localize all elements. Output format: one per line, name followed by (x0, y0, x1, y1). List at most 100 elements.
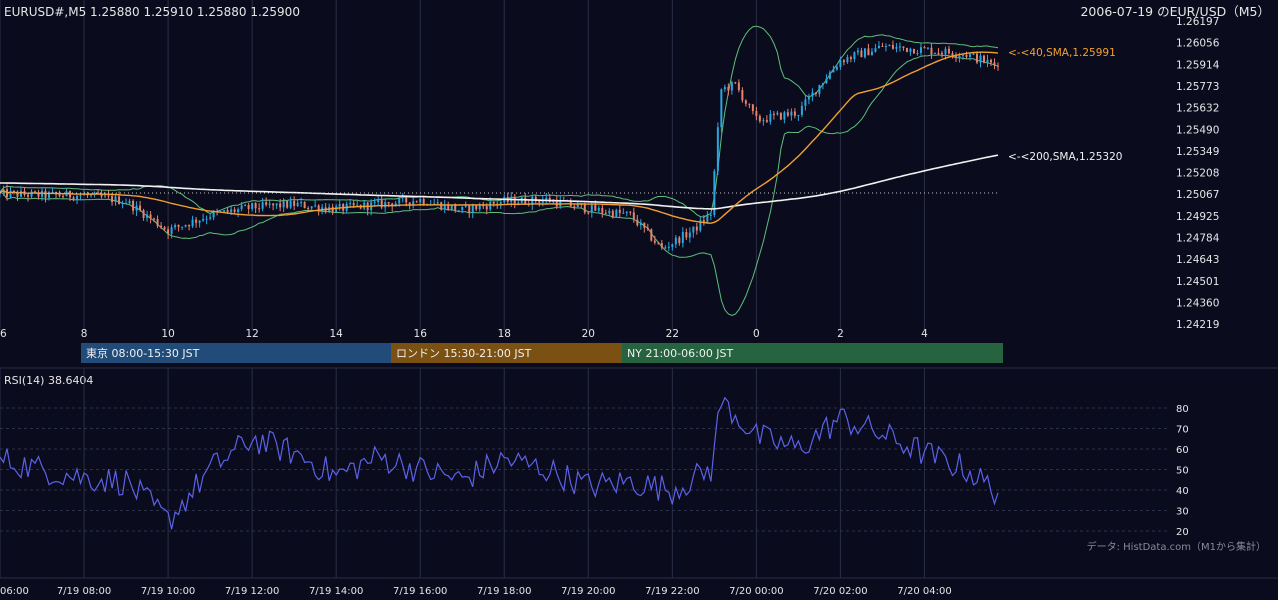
candle (888, 44, 891, 47)
candles (0, 40, 999, 252)
candle (741, 87, 744, 103)
candle (314, 200, 317, 208)
candle (282, 198, 285, 213)
candle (993, 58, 996, 70)
candle (818, 84, 821, 97)
candle (734, 81, 737, 85)
price-tick-label: 1.25490 (1176, 124, 1219, 136)
session-tokyo (81, 343, 391, 363)
candle (895, 43, 898, 53)
moving-averages (0, 51, 999, 224)
chart-title: 2006-07-19 のEUR/USD（M5） (1080, 4, 1270, 19)
candle (72, 195, 75, 202)
candle (653, 235, 656, 245)
candle (289, 196, 292, 210)
hour-tick-label: 18 (498, 328, 511, 340)
candle (793, 108, 796, 119)
candle (797, 114, 800, 121)
candle (657, 241, 660, 245)
candle (643, 222, 646, 233)
candle (132, 199, 135, 215)
candle (727, 83, 730, 96)
candle (209, 213, 212, 221)
candle (790, 108, 793, 121)
candle (461, 206, 464, 214)
candle (664, 245, 667, 250)
candle (244, 203, 247, 207)
rsi-tick-label: 40 (1176, 486, 1189, 497)
candle (587, 211, 590, 215)
candle (839, 56, 842, 70)
candle (125, 198, 128, 205)
candle (76, 194, 79, 205)
time-axis: 06:00 7/19 08:00 7/19 10:00 7/19 12:00 7/19 … (0, 586, 952, 597)
candle (636, 214, 639, 227)
candle (188, 224, 191, 231)
candle (174, 223, 177, 230)
candle (856, 47, 859, 56)
rsi-axis: 80 70 60 50 40 30 20 (1176, 404, 1189, 538)
time-tick-label: 06:00 (0, 586, 29, 597)
session-bar: 東京 08:00-15:30 JST ロンドン 15:30-21:00 JST … (81, 343, 1003, 363)
price-tick-label: 1.25773 (1176, 81, 1219, 93)
candle (296, 199, 299, 208)
session-ny-label: NY 21:00-06:00 JST (627, 347, 734, 360)
candle (513, 194, 516, 209)
rsi-tick-label: 60 (1176, 445, 1189, 456)
price-tick-label: 1.25208 (1176, 168, 1219, 180)
candle (387, 201, 390, 208)
candle (989, 58, 992, 66)
candle (632, 207, 635, 223)
candle (30, 189, 33, 199)
hour-tick-label: 22 (666, 328, 679, 340)
candle (688, 227, 691, 243)
candle (930, 43, 933, 59)
candle (177, 224, 180, 232)
candle (139, 200, 142, 212)
hour-tick-label: 6 (0, 328, 7, 340)
candle (608, 208, 611, 217)
candle (457, 209, 460, 212)
candle (524, 193, 527, 205)
rsi-tick-label: 70 (1176, 425, 1189, 436)
candle (223, 209, 226, 213)
candle (968, 53, 971, 61)
candle (440, 201, 443, 211)
candle (247, 203, 250, 214)
price-tick-label: 1.24643 (1176, 254, 1219, 266)
candle (877, 41, 880, 49)
time-tick-label: 7/20 02:00 (813, 586, 867, 597)
candle (44, 188, 47, 203)
hour-tick-label: 2 (837, 328, 844, 340)
candle (884, 43, 887, 52)
candle (723, 84, 726, 92)
rsi-line (0, 396, 999, 530)
candle (744, 99, 747, 107)
candle (338, 199, 341, 211)
hour-tick-label: 0 (753, 328, 760, 340)
candle (380, 195, 383, 210)
candle (867, 43, 870, 56)
candle (751, 103, 754, 115)
candle (762, 117, 765, 126)
candle (237, 207, 240, 218)
candle (947, 45, 950, 55)
candle (821, 82, 824, 90)
price-tick-label: 1.25067 (1176, 189, 1219, 201)
time-tick-label: 7/20 00:00 (729, 586, 783, 597)
candle (937, 48, 940, 56)
candle (559, 195, 562, 209)
candle (202, 213, 205, 222)
candle (401, 193, 404, 203)
candle (191, 215, 194, 229)
hour-tick-label: 4 (921, 328, 928, 340)
candle (891, 40, 894, 50)
candle (786, 108, 789, 118)
candle (135, 201, 138, 217)
candle (167, 226, 170, 240)
candle (251, 202, 254, 212)
price-axis: 1.26197 1.26056 1.25914 1.25773 1.25632 1.254… (1176, 16, 1220, 331)
candle (846, 54, 849, 64)
candle (685, 228, 688, 240)
